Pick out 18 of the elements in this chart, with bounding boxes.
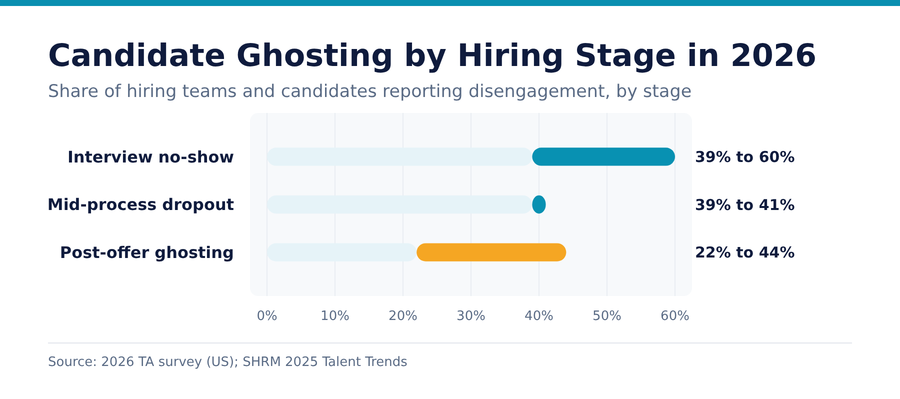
text: 22% to 44% bbox=[695, 244, 795, 262]
chart-subtitle: Share of hiring teams and candidates reporting disengagement, by stage bbox=[48, 82, 692, 102]
x-tick-label: 60% bbox=[660, 309, 690, 324]
text: 39% to 60% bbox=[695, 148, 795, 166]
x-tick-label: 50% bbox=[592, 309, 622, 324]
x-tick-label: 10% bbox=[320, 309, 350, 324]
x-tick-label: 20% bbox=[388, 309, 418, 324]
y-tick-label: Post-offer ghosting bbox=[60, 242, 234, 262]
y-tick-label: Mid-process dropout bbox=[47, 195, 234, 214]
source-note: Source: 2026 TA survey (US); SHRM 2025 Talent Trends bbox=[48, 355, 408, 370]
chart-title: Candidate Ghosting by Hiring Stage in 2026 bbox=[48, 38, 817, 74]
x-tick-label: 40% bbox=[524, 309, 554, 324]
bar bbox=[416, 243, 566, 262]
x-tick-label: 30% bbox=[456, 309, 486, 324]
y-tick-label: Interview no-show bbox=[67, 147, 234, 166]
x-tick-label: 0% bbox=[256, 309, 278, 324]
text: 39% to 41% bbox=[695, 196, 795, 214]
bar bbox=[532, 148, 675, 166]
